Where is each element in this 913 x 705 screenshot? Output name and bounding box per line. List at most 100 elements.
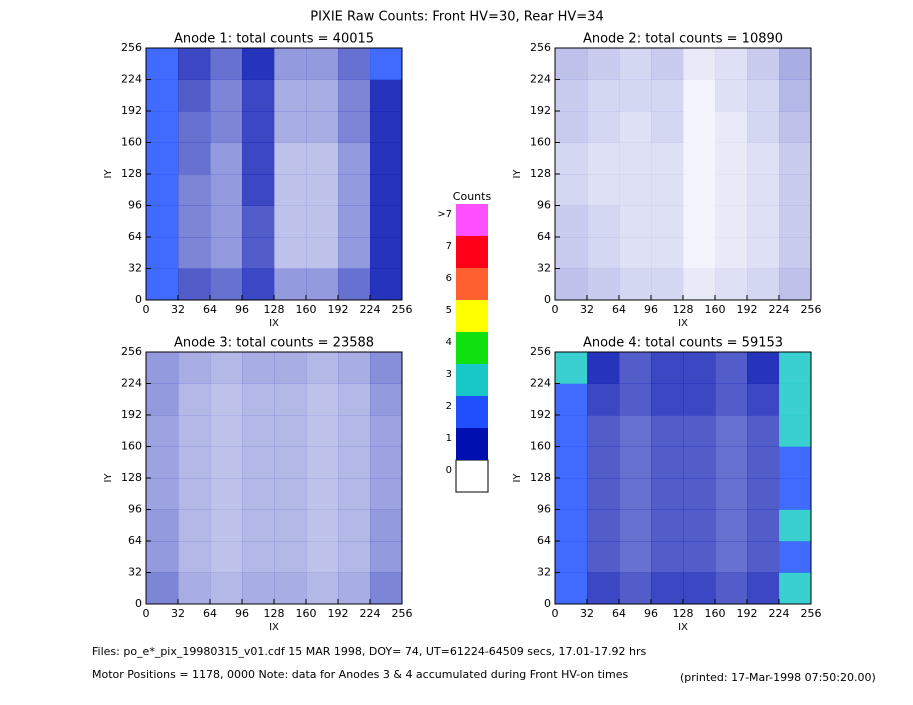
heatmap-cell [683, 205, 716, 238]
x-tick-label: 0 [143, 607, 150, 620]
heatmap-cell [242, 478, 275, 510]
heatmap-cell [242, 509, 275, 542]
heatmap-cell [210, 572, 243, 605]
heatmap-cell [779, 383, 812, 416]
heatmap-cell [555, 79, 588, 112]
heatmap-cell [747, 237, 780, 269]
heatmap-cell [683, 48, 716, 80]
x-tick-label: 256 [392, 303, 413, 316]
y-tick-label: 64 [537, 230, 551, 243]
heatmap-cell [274, 352, 307, 384]
heatmap-cell [242, 572, 275, 605]
heatmap-cell [338, 48, 371, 80]
y-tick-label: 256 [121, 345, 142, 358]
x-tick-label: 64 [612, 607, 626, 620]
heatmap-cell [683, 446, 716, 479]
heatmap-cell [274, 205, 307, 238]
heatmap-cell [651, 478, 684, 510]
heatmap-cell [779, 446, 812, 479]
x-tick-label: 0 [552, 607, 559, 620]
x-tick-label: 224 [769, 607, 790, 620]
heatmap-cell [747, 111, 780, 143]
heatmap-cell [146, 268, 179, 301]
heatmap-cell [146, 111, 179, 143]
y-tick-label: 224 [530, 377, 551, 390]
y-tick-label: 224 [121, 73, 142, 86]
heatmap-cell [555, 446, 588, 479]
heatmap-cell [715, 237, 748, 269]
y-tick-label: 160 [121, 136, 142, 149]
heatmap-cell [338, 79, 371, 112]
heatmap-cell [242, 205, 275, 238]
x-tick-label: 128 [264, 607, 285, 620]
colorbar-swatch [456, 332, 488, 364]
y-tick-label: 128 [530, 471, 551, 484]
heatmap-cell [338, 174, 371, 206]
heatmap-cell [370, 48, 403, 80]
heatmap-cell [210, 446, 243, 479]
heatmap-cell [619, 352, 652, 384]
heatmap-cell [651, 268, 684, 301]
heatmap-cell [555, 572, 588, 605]
y-tick-label: 256 [530, 41, 551, 54]
heatmap-cell [146, 237, 179, 269]
heatmap-cell [178, 142, 211, 175]
heatmap-cell [242, 268, 275, 301]
heatmap-cell [715, 111, 748, 143]
heatmap-cell [306, 142, 339, 175]
heatmap-cell [651, 237, 684, 269]
heatmap-cell [370, 446, 403, 479]
heatmap-cell [651, 205, 684, 238]
heatmap-cell [370, 572, 403, 605]
heatmap-cell [651, 142, 684, 175]
x-tick-label: 0 [552, 303, 559, 316]
y-tick-label: 256 [530, 345, 551, 358]
heatmap-cell [274, 383, 307, 416]
heatmap-cell [306, 237, 339, 269]
heatmap-cell [779, 237, 812, 269]
y-tick-label: 160 [530, 440, 551, 453]
y-tick-label: 96 [537, 503, 551, 516]
heatmap-cell [274, 446, 307, 479]
heatmap-cell [338, 446, 371, 479]
x-tick-label: 32 [171, 303, 185, 316]
heatmap-cell [338, 111, 371, 143]
heatmap-cell [306, 478, 339, 510]
heatmap-cell [306, 383, 339, 416]
x-axis-label: IX [269, 622, 279, 633]
heatmap-cell [683, 383, 716, 416]
heatmap-cell [587, 383, 620, 416]
panel-title: Anode 1: total counts = 40015 [174, 32, 374, 47]
heatmap-cell [338, 237, 371, 269]
heatmap-cell [146, 383, 179, 416]
heatmap-cell [779, 352, 812, 384]
colorbar-swatch [456, 428, 488, 460]
heatmap-cell [587, 446, 620, 479]
heatmap-cell [587, 111, 620, 143]
heatmap-cell [210, 415, 243, 447]
heatmap-cell [146, 478, 179, 510]
heatmap-cell [715, 478, 748, 510]
colorbar-swatch [456, 236, 488, 268]
x-tick-label: 256 [801, 303, 822, 316]
heatmap-cell [715, 509, 748, 542]
heatmap-cell [747, 352, 780, 384]
colorbar-label: 1 [446, 433, 452, 444]
heatmap-cell [683, 415, 716, 447]
x-axis-label: IX [678, 622, 688, 633]
heatmap-cell [619, 111, 652, 143]
heatmap-cell [555, 174, 588, 206]
heatmap-cell [210, 352, 243, 384]
y-tick-label: 256 [121, 41, 142, 54]
heatmap-cell [178, 268, 211, 301]
heatmap-cell [683, 174, 716, 206]
heatmap-cell [651, 48, 684, 80]
heatmap-cell [242, 352, 275, 384]
heatmap-cell [306, 446, 339, 479]
heatmap-cell [747, 415, 780, 447]
y-tick-label: 32 [537, 262, 551, 275]
y-tick-label: 32 [537, 566, 551, 579]
colorbar-swatch [456, 268, 488, 300]
heatmap-cell [587, 478, 620, 510]
heatmap-cell [619, 541, 652, 573]
